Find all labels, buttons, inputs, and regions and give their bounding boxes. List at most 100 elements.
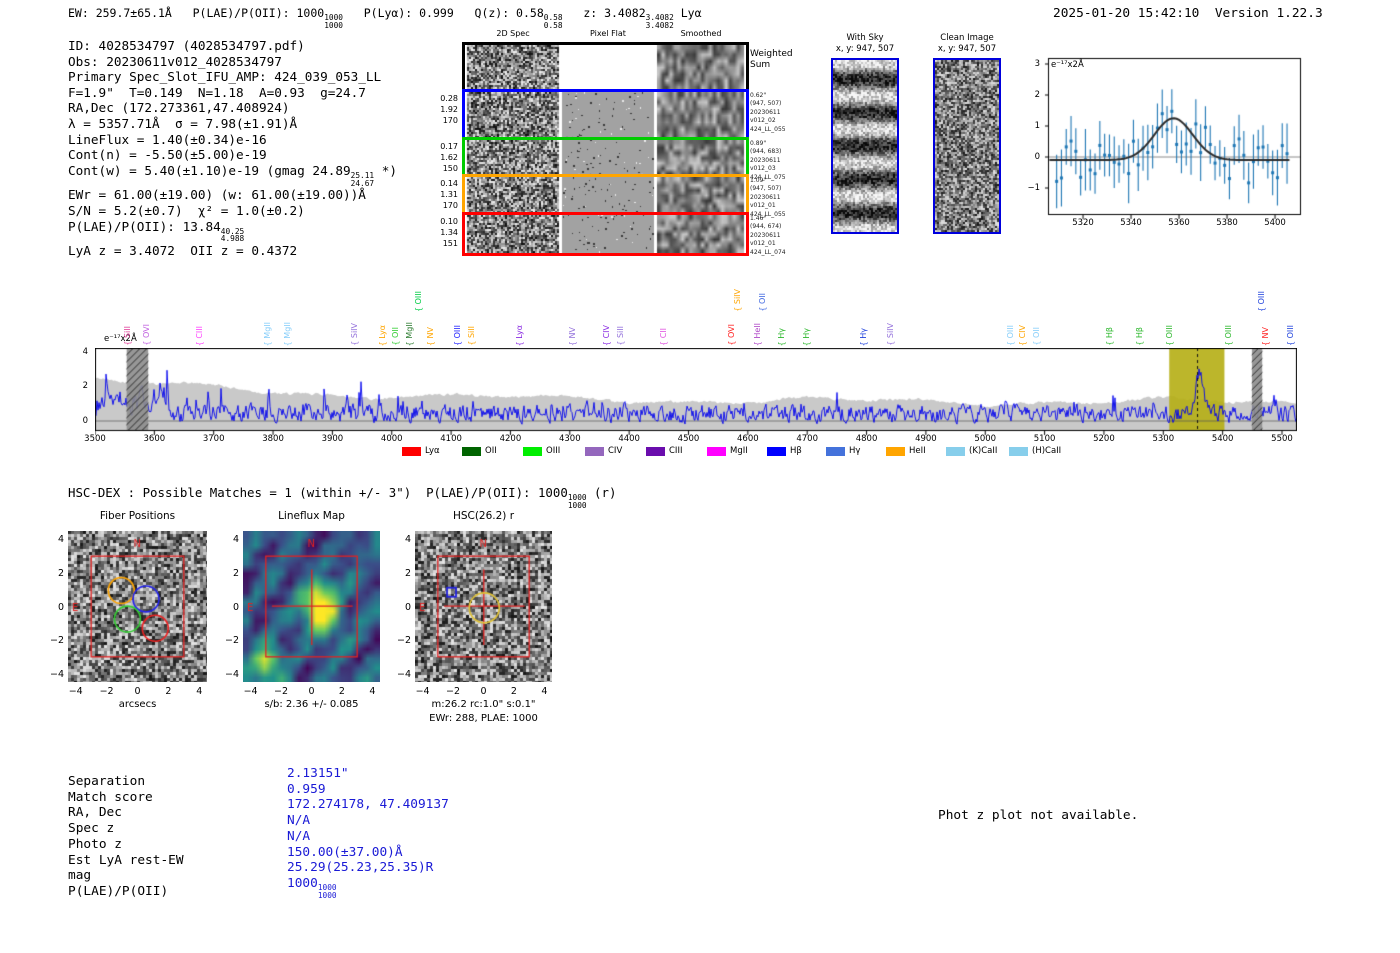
emission-line-label-CIV: { CIV <box>602 324 611 346</box>
cutout-y-tick: −4 <box>224 668 239 680</box>
clean-image-canvas <box>935 60 999 232</box>
spec2d-right-value: (947, 507) <box>750 100 782 108</box>
inset-unit-label: e⁻¹⁷x2Å <box>1051 60 1084 70</box>
legend-swatch <box>523 446 542 456</box>
cutout-canvas-1 <box>243 531 380 682</box>
spec2d-left-value: 0.28 <box>440 94 458 103</box>
match-row-label: Photo z <box>68 836 122 852</box>
legend-label: MgII <box>730 446 748 456</box>
text: HSC-DEX : Possible Matches = 1 (within +… <box>68 485 568 500</box>
text: 172.274178, 47.409137 <box>287 797 449 813</box>
spec2d-left-value: 1.62 <box>440 153 458 162</box>
spec2d-row-right-labels: Weighted Sum <box>750 49 796 71</box>
legend-label: Hγ <box>849 446 861 456</box>
spec2d-left-value: 0.14 <box>440 179 458 188</box>
fraction: 40.25 4.988 <box>220 226 245 244</box>
match-row-label: Separation <box>68 774 146 789</box>
legend-label: Lyα <box>425 446 440 456</box>
cutout-x-tick: −2 <box>274 686 289 697</box>
text: P(Lyα): 0.999 Q(z): 0.58 <box>342 6 544 20</box>
match-row-label: Match score <box>68 789 153 805</box>
text: LineFlux = 1.40(±0.34)e-16 <box>68 131 267 147</box>
spec2d-left-value: 170 <box>442 201 458 210</box>
spec2d-row-left-labels: 0.10 1.34 151 <box>424 216 458 249</box>
text: Lyα <box>673 6 702 20</box>
cutout-x-tick: −4 <box>68 686 83 697</box>
spec2d-right-value: v012_01 <box>750 240 776 248</box>
main-x-tick: 4100 <box>440 434 462 444</box>
inset-y-tick: 0 <box>1034 152 1040 162</box>
cutout-x-tick: −4 <box>415 686 430 697</box>
spec2d-row-right-labels: 0.89" (944, 683) 20230611 v012_03 424_LL_075 <box>750 140 796 182</box>
match-row-value: 0.959 <box>287 782 449 798</box>
spec2d-right-value: 1.46" <box>750 215 767 222</box>
inset-y-tick: 3 <box>1034 59 1040 69</box>
main-x-tick: 5100 <box>1033 434 1056 444</box>
main-spectrum-canvas <box>95 348 1297 436</box>
match-row-value: 172.274178, 47.409137 <box>287 797 449 813</box>
emission-line-label-NV: { NV <box>568 326 577 346</box>
emission-line-label-Hγ: { Hγ <box>859 327 868 346</box>
info-line-6: LineFlux = 1.40(±0.34)e-16 <box>68 132 397 148</box>
legend-swatch <box>585 446 604 456</box>
match-row-value: 1000 1000 1000 <box>287 876 449 900</box>
cutout-x-tick: 2 <box>165 686 172 697</box>
match-row-label: Spec z <box>68 821 115 837</box>
main-x-tick: 5400 <box>1211 434 1234 444</box>
legend-item-HeII: HeII <box>886 446 926 456</box>
legend-swatch <box>946 446 965 456</box>
cutout-y-tick: 0 <box>404 601 411 613</box>
match-row-label: RA, Dec <box>68 805 122 821</box>
version-label: Version 1.22.3 <box>1214 6 1323 21</box>
info-line-4: RA,Dec (172.273361,47.408924) <box>68 100 397 116</box>
match-row-value: 25.29(25.23,25.35)R <box>287 860 449 876</box>
match-row-value: 2.13151" <box>287 766 449 782</box>
legend-item-Lyα: Lyα <box>402 446 440 456</box>
cutout-x-tick: 4 <box>369 686 376 697</box>
legend-item-(K)CaII: (K)CaII <box>946 446 997 456</box>
fraction: 1000 1000 <box>324 13 343 30</box>
cutout-x-tick: 0 <box>134 686 141 697</box>
main-x-tick: 3700 <box>202 434 225 444</box>
cutout-y-tick: 2 <box>404 567 411 579</box>
emission-line-label-Hγ: { Hγ <box>777 327 786 346</box>
spec2d-left-value: 1.34 <box>440 228 458 237</box>
main-y-tick: 4 <box>82 346 88 357</box>
legend-swatch <box>462 446 481 456</box>
text: ID: 4028534797 (4028534797.pdf) <box>68 38 305 53</box>
emission-line-label-MgII: { MgII <box>263 321 272 346</box>
legend-swatch <box>646 446 665 456</box>
cutout-y-tick: 4 <box>232 534 239 546</box>
emission-line-label-OIII: { OIII <box>414 290 423 312</box>
main-x-tick: 4500 <box>677 434 700 444</box>
info-line-11: P(LAE)/P(OII): 13.84 40.25 4.988 <box>68 219 397 244</box>
emission-line-label-OIII: { OIII <box>1165 324 1174 346</box>
spec2d-right-value: 424_LL_074 <box>750 248 786 256</box>
info-line-8: Cont(w) = 5.40(±1.10)e-19 (gmag 24.89 25.… <box>68 163 397 188</box>
emission-line-label-Hβ: { Hβ <box>1135 327 1144 346</box>
legend-item-CIII: CIII <box>646 446 682 456</box>
spec2d-left-value: 1.31 <box>440 190 458 199</box>
cutout-canvas-2 <box>415 531 552 682</box>
legend-label: (K)CaII <box>969 446 998 456</box>
text: (r) <box>586 485 617 500</box>
inset-x-tick: 5340 <box>1120 218 1142 228</box>
text: F=1.9" T=0.149 N=1.18 A=0.93 g=24.7 <box>68 84 366 100</box>
cutout-x-tick: −2 <box>446 686 461 697</box>
emission-line-label-OIII: { OIII <box>1257 290 1266 312</box>
text: EW: 259.7±65.1Å P(LAE)/P(OII): 1000 <box>68 6 325 20</box>
emission-line-label-CII: { CII <box>659 328 668 346</box>
fraction: 0.58 0.58 <box>543 13 563 30</box>
main-y-tick: 2 <box>82 381 88 392</box>
emission-line-label-MgII: { MgII <box>405 321 414 346</box>
cutout-x-tick: 2 <box>510 686 517 697</box>
text: *) <box>374 162 398 178</box>
legend-label: CIII <box>669 446 683 456</box>
main-x-tick: 4800 <box>855 434 878 444</box>
spec2d-right-value: 0.62" <box>750 92 767 99</box>
fraction: 25.11 24.67 <box>350 170 375 188</box>
info-line-5: λ = 5357.71Å σ = 7.98(±1.91)Å <box>68 116 397 132</box>
spec2d-row-canvas <box>465 215 746 253</box>
cutout-canvas-0 <box>68 531 207 682</box>
text: z: 3.4082 <box>562 6 646 20</box>
